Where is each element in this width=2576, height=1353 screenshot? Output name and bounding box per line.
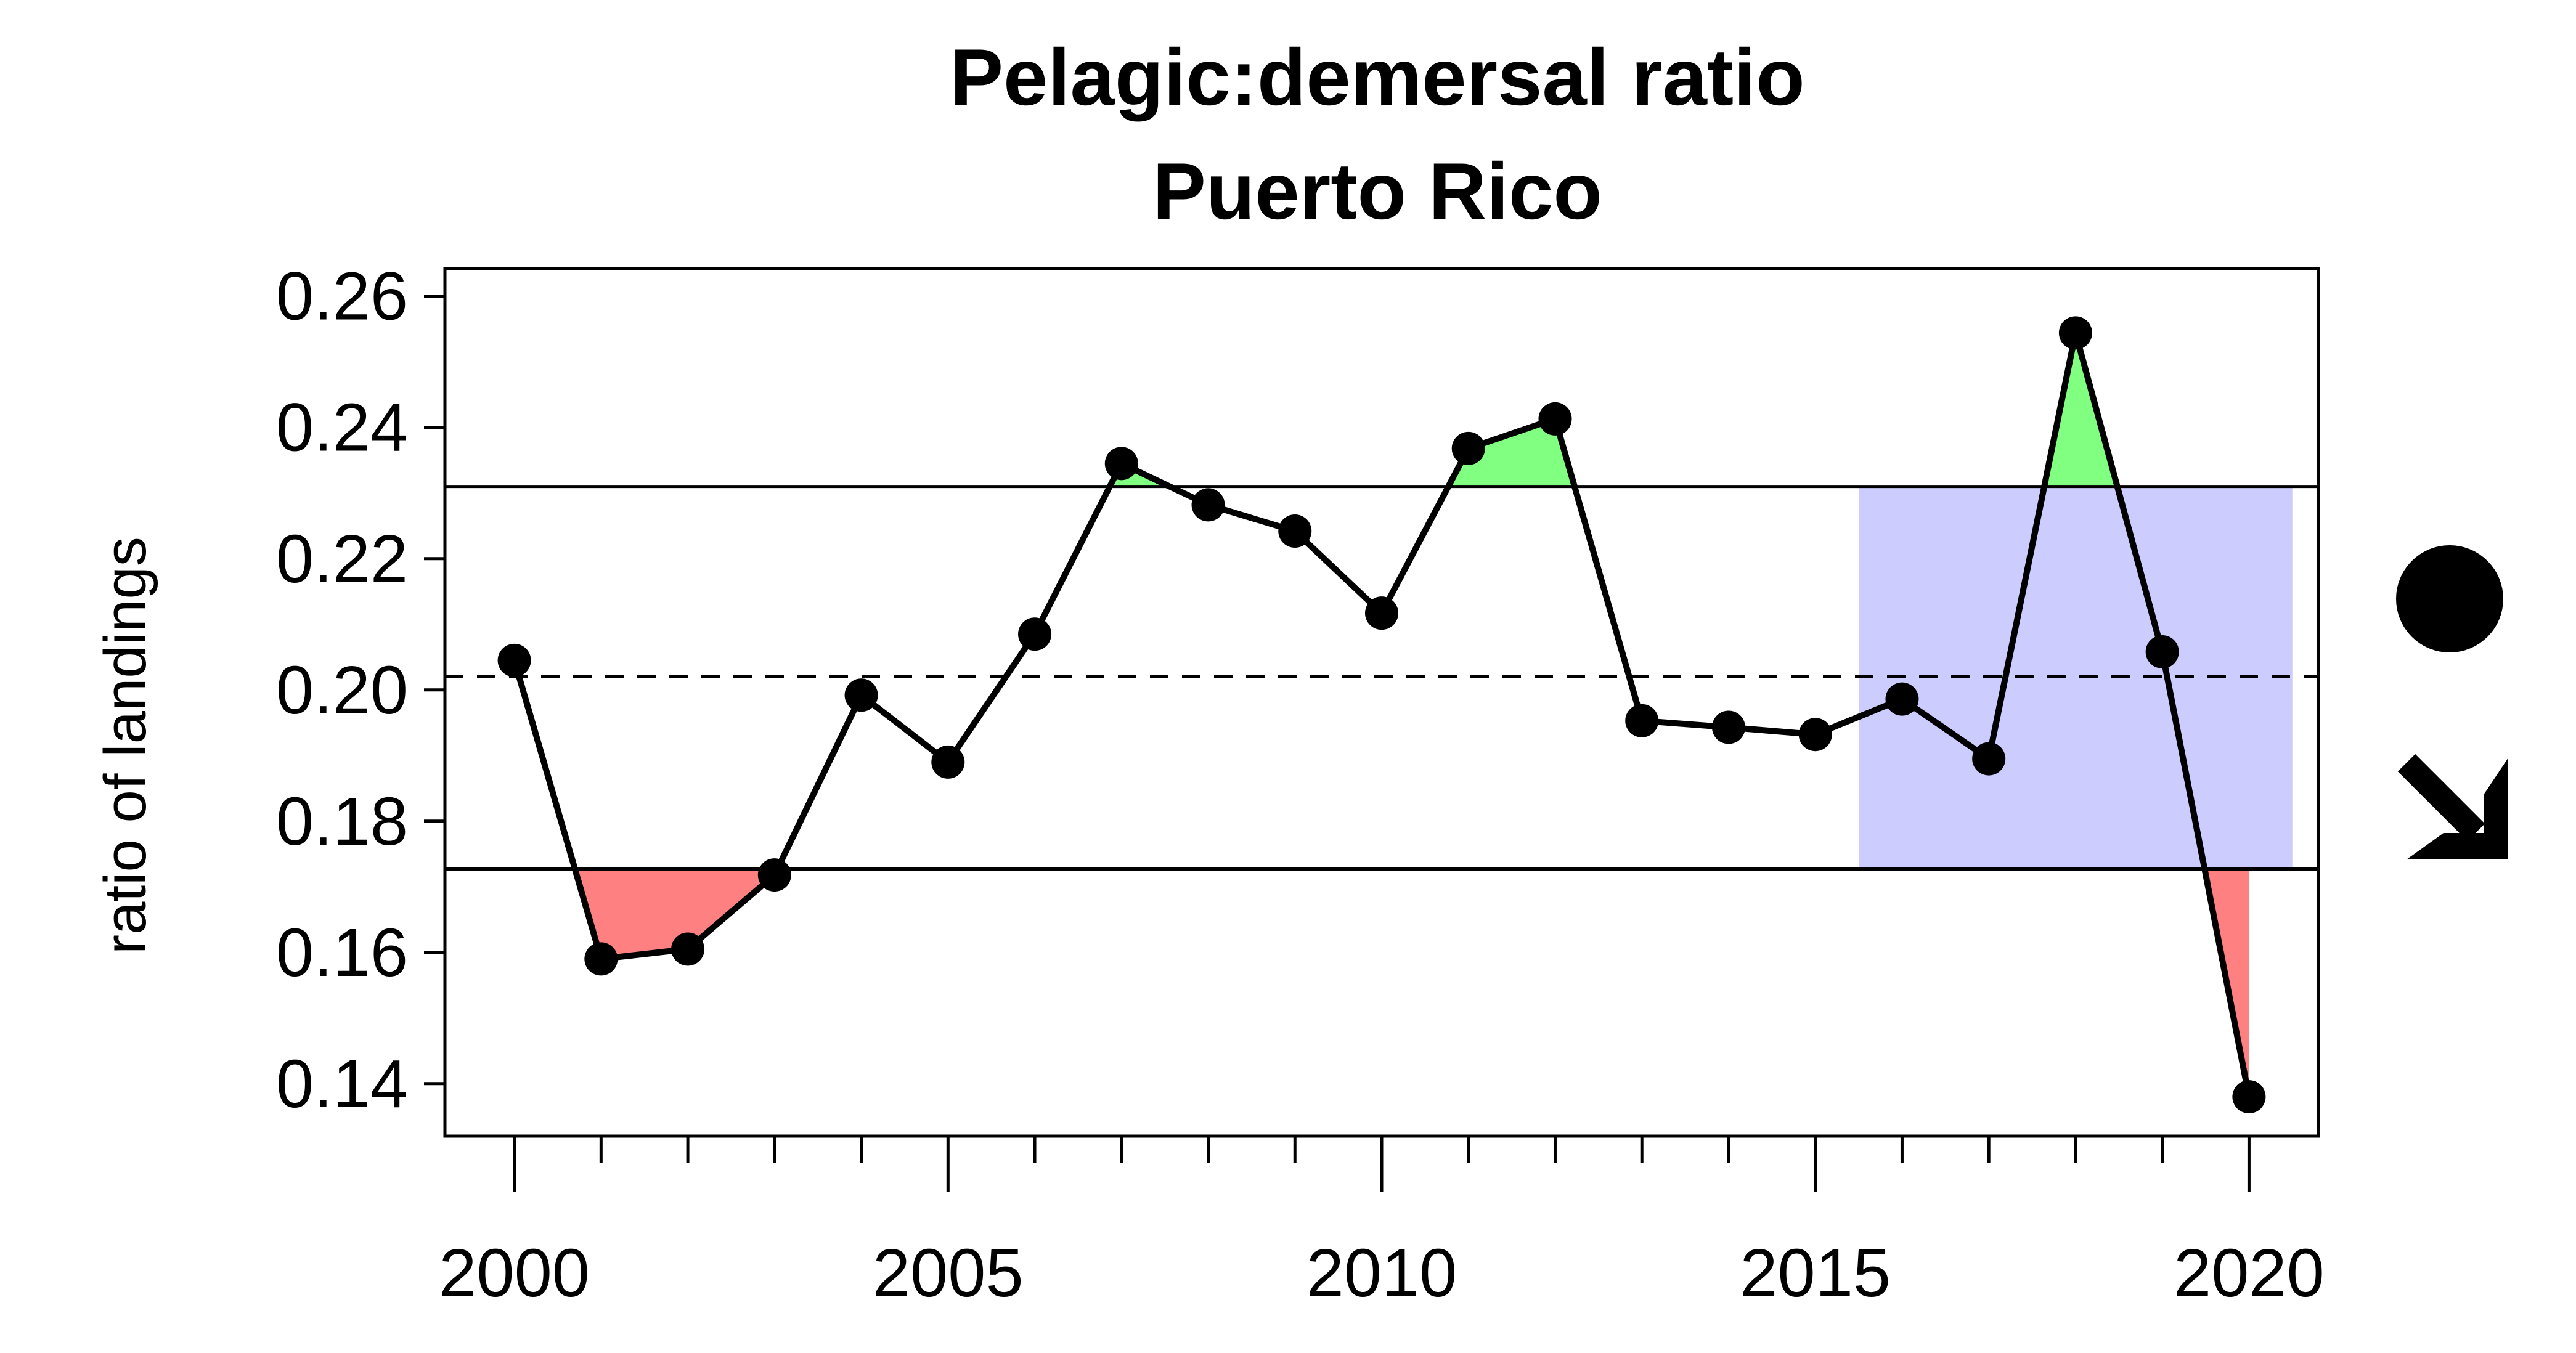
data-point — [2145, 635, 2179, 668]
trend-circle-icon — [2396, 545, 2503, 652]
x-tick-label: 2015 — [1740, 1235, 1891, 1311]
data-point — [1885, 682, 1919, 716]
trend-symbols-layer — [2396, 545, 2508, 859]
y-tick-label: 0.24 — [276, 390, 408, 466]
series-layer — [497, 316, 2266, 1114]
x-tick-label: 2020 — [2174, 1235, 2325, 1311]
chart-subtitle: Puerto Rico — [1152, 146, 1602, 236]
data-point — [1798, 718, 1832, 752]
data-point — [1625, 704, 1659, 737]
data-point — [757, 858, 791, 892]
arrow-shaft — [2397, 754, 2485, 842]
data-point — [1711, 710, 1745, 744]
data-point — [1278, 514, 1312, 548]
y-tick-label: 0.26 — [276, 259, 408, 335]
x-tick-label: 2010 — [1306, 1235, 1457, 1311]
axes-layer: 0.26 0.24 0.22 0.20 0.18 0.16 0.14 2000 2005 2010… — [276, 259, 2325, 1311]
y-axis-label: ratio of landings — [92, 537, 158, 954]
data-point — [1191, 488, 1225, 522]
data-point — [1365, 596, 1398, 630]
data-point — [1451, 431, 1485, 465]
arrow-head — [2407, 758, 2508, 859]
y-tick-label: 0.16 — [276, 915, 408, 991]
data-point — [1972, 742, 2006, 776]
y-tick-label: 0.20 — [276, 652, 408, 728]
y-tick-label: 0.14 — [276, 1046, 408, 1122]
y-tick-label: 0.18 — [276, 784, 408, 859]
data-point — [2058, 316, 2092, 350]
x-tick-label: 2000 — [439, 1235, 590, 1311]
x-tick-label: 2005 — [873, 1235, 1024, 1311]
reference-lines-layer — [445, 485, 2318, 871]
chart-title: Pelagic:demersal ratio — [950, 32, 1804, 122]
data-point — [2232, 1080, 2266, 1114]
data-point — [671, 932, 705, 966]
data-point — [584, 942, 618, 976]
data-point — [844, 678, 878, 712]
data-point — [497, 643, 531, 677]
data-point — [1538, 402, 1572, 436]
data-point — [1104, 447, 1138, 481]
data-point — [1018, 617, 1052, 651]
data-point — [931, 745, 965, 779]
arrow-down-right-icon — [2397, 754, 2508, 859]
y-tick-label: 0.22 — [276, 521, 408, 597]
